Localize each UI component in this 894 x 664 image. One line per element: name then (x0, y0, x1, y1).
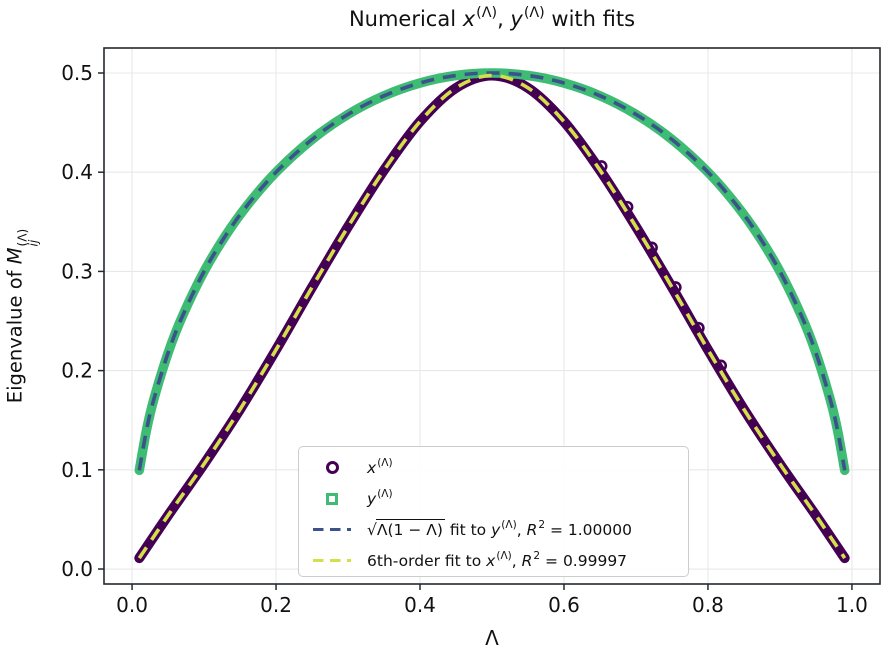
text-segment: Λ(1 − Λ) (375, 518, 445, 539)
text-segment: Numerical (348, 7, 463, 31)
y-axis-label: Eigenvalue of M (Λ) ij (4, 229, 41, 403)
legend-label: y(Λ) (367, 487, 393, 508)
text-segment: x (462, 7, 476, 31)
text-segment: 2 (538, 518, 546, 531)
x-tick-label: 0.4 (404, 593, 436, 617)
legend-marker-cell (309, 461, 355, 474)
y-tick-label: 0.4 (61, 160, 93, 184)
legend-label: x(Λ) (367, 456, 393, 477)
axes-spines (103, 47, 881, 585)
text-segment: y (510, 7, 523, 31)
text-segment: = 1.00000 (545, 520, 632, 539)
x-tick-label: 1.0 (836, 593, 868, 617)
text-segment: x (486, 551, 496, 570)
series-poly-fit (137, 73, 847, 560)
x-tick-label: 0.2 (260, 593, 292, 617)
text-segment: (Λ) (501, 518, 517, 531)
text-segment: Eigenvalue of (3, 264, 27, 404)
series-sqrt-fit (137, 71, 847, 471)
text-segment: with fits (544, 7, 636, 31)
square-marker-icon (326, 492, 338, 505)
text-segment: y (367, 489, 377, 508)
legend-label: 6th-order fit to x(Λ), R2 = 0.99997 (367, 549, 628, 570)
y-tick-label: 0.1 (61, 458, 93, 482)
x-axis-label: Λ (485, 626, 499, 650)
y-tick-label: 0.2 (61, 359, 93, 383)
text-segment: = 0.99997 (540, 551, 628, 570)
text-segment: 6th-order fit to (367, 551, 487, 570)
legend-item-1: y(Λ) (309, 483, 682, 514)
legend-marker-cell (309, 492, 355, 505)
text-segment: (Λ) (476, 5, 498, 22)
text-segment: (Λ) (496, 549, 512, 562)
x-tick-label: 0.6 (548, 593, 580, 617)
y-tick-label: 0.5 (61, 61, 93, 85)
text-segment: √ (367, 520, 377, 539)
legend-marker-cell (309, 527, 355, 532)
text-segment: y (491, 520, 501, 539)
text-segment: (Λ) (377, 456, 393, 469)
text-segment: (Λ) (377, 487, 393, 500)
text-segment: R (521, 551, 533, 570)
text-segment: , (497, 7, 511, 31)
legend: x(Λ) y(Λ) √Λ(1 − Λ) fit to y(Λ), R2 = 1.00… (298, 446, 689, 577)
math-stack: (Λ) ij (15, 228, 41, 247)
text-segment: (Λ) (523, 5, 545, 22)
circle-marker-icon (325, 461, 339, 474)
chart-title: Numerical x(Λ), y(Λ) with fits (104, 5, 880, 31)
dashed-line-icon (313, 558, 351, 563)
text-segment: x (367, 458, 377, 477)
text-segment: , (511, 551, 522, 570)
y-tick-label: 0.3 (61, 259, 93, 283)
legend-item-2: √Λ(1 − Λ) fit to y(Λ), R2 = 1.00000 (309, 514, 682, 545)
text-segment: , (516, 520, 527, 539)
legend-marker-cell (309, 558, 355, 563)
text-segment: 2 (533, 549, 541, 562)
legend-label: √Λ(1 − Λ) fit to y(Λ), R2 = 1.00000 (367, 518, 632, 539)
x-tick-label: 0.0 (116, 593, 148, 617)
text-segment: M (3, 247, 27, 265)
legend-item-3: 6th-order fit to x(Λ), R2 = 0.99997 (309, 545, 682, 576)
x-tick-label: 0.8 (692, 593, 724, 617)
legend-item-0: x(Λ) (309, 452, 682, 483)
dashed-line-icon (313, 527, 351, 532)
text-segment: R (526, 520, 538, 539)
y-tick-label: 0.0 (61, 557, 93, 581)
text-segment: fit to (444, 520, 492, 539)
